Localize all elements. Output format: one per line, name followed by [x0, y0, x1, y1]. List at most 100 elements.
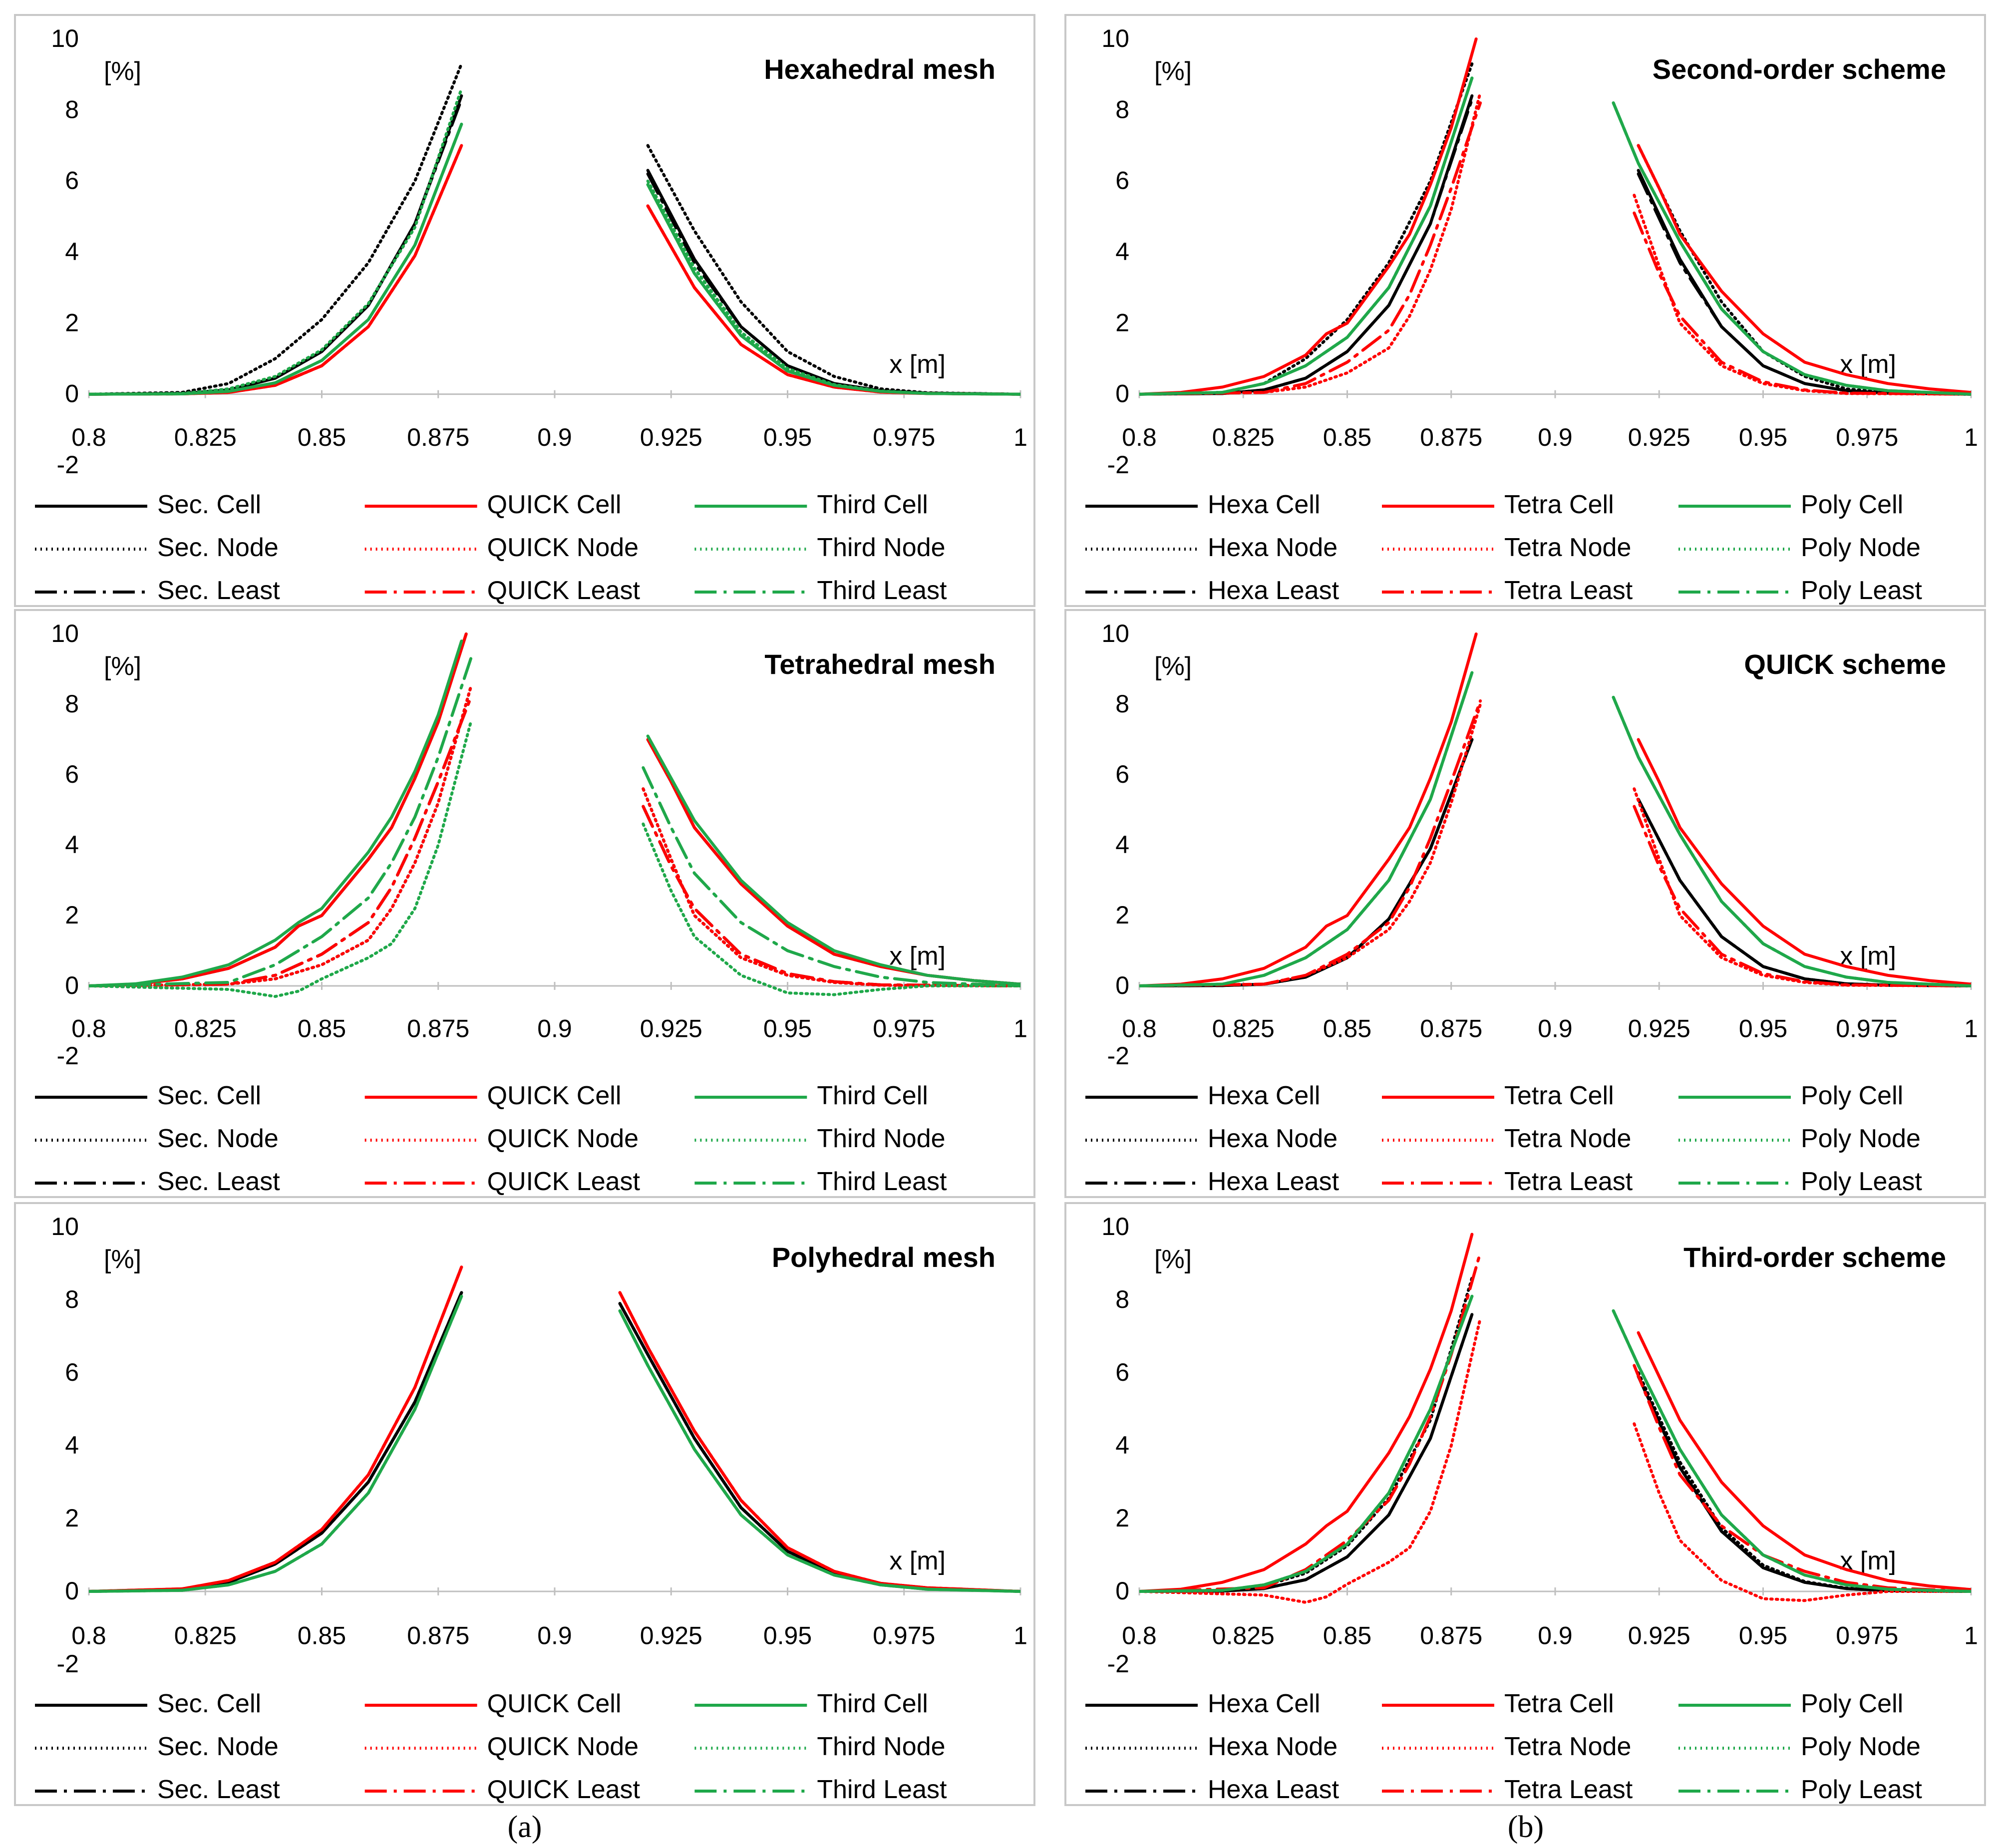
series-line-poly-least-right: [1612, 695, 1971, 987]
y-tick-label: -2: [1107, 451, 1129, 479]
series-line-poly-least-left: [1139, 76, 1474, 396]
x-tick-label: 0.825: [174, 423, 237, 451]
legend-label: Third Node: [817, 1732, 945, 1761]
legend-label: Sec. Least: [157, 1775, 280, 1804]
chart-title: Tetrahedral mesh: [764, 648, 996, 680]
series-line-third-least-left: [89, 657, 473, 987]
chart-title: QUICK scheme: [1744, 648, 1946, 680]
legend-label: Tetra Least: [1504, 1775, 1633, 1804]
y-tick-label: 8: [65, 690, 79, 718]
x-tick-label: 0.875: [407, 423, 469, 451]
chart-title: Hexahedral mesh: [764, 53, 996, 85]
x-tick-label: 0.875: [1420, 1015, 1482, 1043]
series-line-poly-least-right: [1612, 1309, 1971, 1593]
x-tick-label: 0.975: [873, 1015, 935, 1043]
legend-label: Tetra Cell: [1504, 490, 1614, 519]
x-tick-label: 0.85: [298, 1622, 346, 1650]
y-axis-label: [%]: [104, 652, 141, 681]
y-tick-label: 4: [65, 831, 79, 859]
legend-label: QUICK Node: [487, 1732, 639, 1761]
x-tick-label: 0.9: [537, 1015, 572, 1043]
series-line-third-node-left: [89, 720, 473, 998]
y-tick-label: 2: [1115, 308, 1129, 336]
legend-label: QUICK Cell: [487, 1081, 622, 1110]
legend-label: QUICK Cell: [487, 490, 622, 519]
chart-second: 10 8 6 4 2 0 -20.8 0.825 0.85 0.875 0.9 0.925 0.95 0.…: [1064, 14, 1986, 607]
series-line-sec-node-left: [89, 62, 463, 396]
x-tick-label: 0.95: [763, 1015, 812, 1043]
series-line-tetra-cell-right: [1637, 738, 1971, 986]
x-tick-label: 1: [1964, 423, 1978, 451]
series-line-hexa-least-right: [1637, 1375, 1971, 1593]
chart-title: Third-order scheme: [1683, 1241, 1946, 1273]
x-tick-label: 0.9: [1538, 1622, 1573, 1650]
y-tick-label: 6: [1115, 1358, 1129, 1386]
x-tick-label: 0.825: [174, 1015, 237, 1043]
chart-tet: 10 8 6 4 2 0 -20.8 0.825 0.85 0.875 0.9 0.925 0.95 0.…: [14, 609, 1035, 1198]
y-tick-label: 8: [65, 95, 79, 123]
y-tick-label: 0: [65, 1577, 79, 1605]
legend-label: Tetra Node: [1504, 1124, 1631, 1153]
series-line-third-least-right: [646, 183, 1020, 396]
x-tick-label: 0.85: [1323, 1015, 1371, 1043]
series-line-quick-least-left: [89, 695, 473, 987]
chart-title: Second-order scheme: [1653, 53, 1946, 85]
x-tick-label: 0.825: [1212, 1015, 1275, 1043]
y-tick-label: 10: [51, 24, 79, 52]
x-tick-label: 0.875: [407, 1622, 469, 1650]
chart-frame: [14, 14, 1035, 607]
x-tick-label: 1: [1013, 1622, 1027, 1650]
series-line-third-least-left: [89, 1294, 463, 1593]
legend-label: Third Cell: [817, 1081, 928, 1110]
y-tick-label: -2: [57, 1650, 79, 1678]
series-line-tetra-cell-right: [1637, 144, 1971, 394]
x-tick-label: 1: [1964, 1622, 1978, 1650]
x-tick-label: 0.975: [1836, 1622, 1898, 1650]
chart-poly: 10 8 6 4 2 0 -20.8 0.825 0.85 0.875 0.9 0.925 0.95 0.…: [14, 1202, 1035, 1806]
series-line-poly-least-left: [1139, 1294, 1474, 1593]
series-group: [1139, 632, 1971, 987]
chart-frame: [1064, 14, 1986, 607]
series-line-tetra-least-left: [1139, 101, 1482, 396]
legend-label: QUICK Least: [487, 1775, 641, 1804]
legend-label: Sec. Cell: [157, 490, 261, 519]
x-tick-label: 0.8: [71, 1622, 106, 1650]
series-group: [89, 632, 1020, 998]
y-tick-label: 4: [1115, 831, 1129, 859]
series-line-quick-least-right: [642, 805, 1020, 987]
x-tick-label: 0.9: [1538, 423, 1573, 451]
y-tick-label: 4: [1115, 238, 1129, 266]
x-tick-label: 0.975: [1836, 1015, 1898, 1043]
x-axis-label: x [m]: [889, 350, 946, 379]
y-axis-label: [%]: [104, 1245, 141, 1274]
y-tick-label: -2: [1107, 1042, 1129, 1070]
chart-title: Polyhedral mesh: [772, 1241, 996, 1273]
chart-frame: [14, 1202, 1035, 1806]
legend-label: Poly Least: [1801, 576, 1922, 605]
legend-label: QUICK Least: [487, 576, 641, 605]
x-tick-label: 0.8: [71, 423, 106, 451]
x-tick-label: 0.925: [640, 423, 702, 451]
series-group: [1139, 1232, 1971, 1604]
x-tick-label: 1: [1964, 1015, 1978, 1043]
y-tick-label: 0: [1115, 1577, 1129, 1605]
x-tick-label: 0.85: [1323, 1622, 1371, 1650]
legend-label: Tetra Least: [1504, 576, 1633, 605]
y-tick-label: 8: [65, 1285, 79, 1313]
x-tick-label: 0.9: [537, 423, 572, 451]
legend-label: Hexa Node: [1208, 1124, 1337, 1153]
caption-b: (b): [1508, 1810, 1544, 1844]
legend-label: Sec. Node: [157, 1732, 279, 1761]
legend-label: Third Node: [817, 1124, 945, 1153]
series-line-tetra-cell-left: [1139, 632, 1478, 987]
x-tick-label: 0.875: [1420, 1622, 1482, 1650]
x-axis-label: x [m]: [889, 942, 946, 971]
legend-label: Sec. Least: [157, 1167, 280, 1196]
series-line-tetra-cell-left: [1139, 37, 1478, 396]
legend-label: Hexa Cell: [1208, 490, 1320, 519]
series-line-poly-least-right: [1612, 101, 1971, 396]
x-tick-label: 0.95: [1739, 423, 1787, 451]
legend-label: Hexa Least: [1208, 576, 1339, 605]
y-tick-label: 0: [65, 380, 79, 408]
